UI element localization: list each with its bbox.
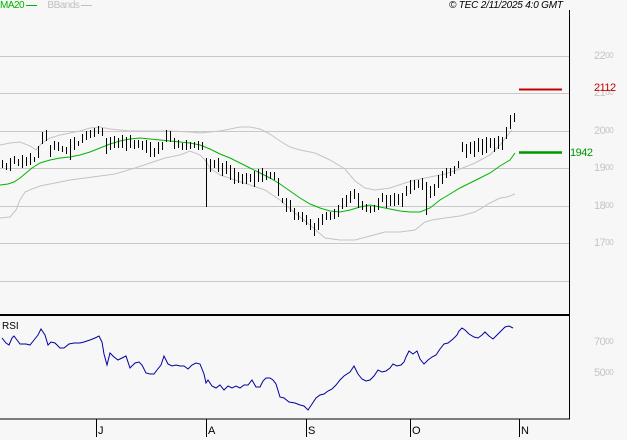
rsi-axis-label-50: 5000 xyxy=(594,367,614,379)
month-label-j: J xyxy=(98,425,104,437)
legend-ma20-swatch xyxy=(26,4,38,6)
price-axis-label-2100: 2100 xyxy=(594,87,614,99)
resistance-marker-label: 2112 xyxy=(594,82,616,94)
price-gridlines xyxy=(0,56,569,282)
bb-upper-line xyxy=(0,126,513,191)
ma-current-marker-label: 1942 xyxy=(570,147,593,159)
legend-bbands-swatch xyxy=(81,4,93,6)
price-axis-label-1900: 1900 xyxy=(594,162,614,174)
price-axis-label-1800: 1800 xyxy=(594,200,614,212)
month-label-s: S xyxy=(308,425,316,437)
copyright-timestamp: © TEC 2/11/2025 4:0 GMT xyxy=(449,0,563,11)
month-label-a: A xyxy=(208,425,216,437)
price-axis-label-2200: 2200 xyxy=(594,50,614,62)
rsi-panel-title: RSI xyxy=(2,321,19,332)
bb-lower-line xyxy=(0,150,516,241)
rsi-line xyxy=(1,325,514,411)
price-axis-label-2000: 2000 xyxy=(594,125,614,137)
month-ticks xyxy=(96,419,520,437)
rsi-axis-label-70: 7000 xyxy=(594,336,614,348)
month-label-n: N xyxy=(521,425,529,437)
ohlc-bars xyxy=(2,113,515,236)
chart-legend: MA20 BBands xyxy=(0,0,93,12)
month-label-o: O xyxy=(412,425,421,437)
price-axis-label-1700: 1700 xyxy=(594,237,614,249)
legend-ma20-label: MA20 xyxy=(0,0,25,11)
legend-bbands-label: BBands xyxy=(47,0,80,11)
